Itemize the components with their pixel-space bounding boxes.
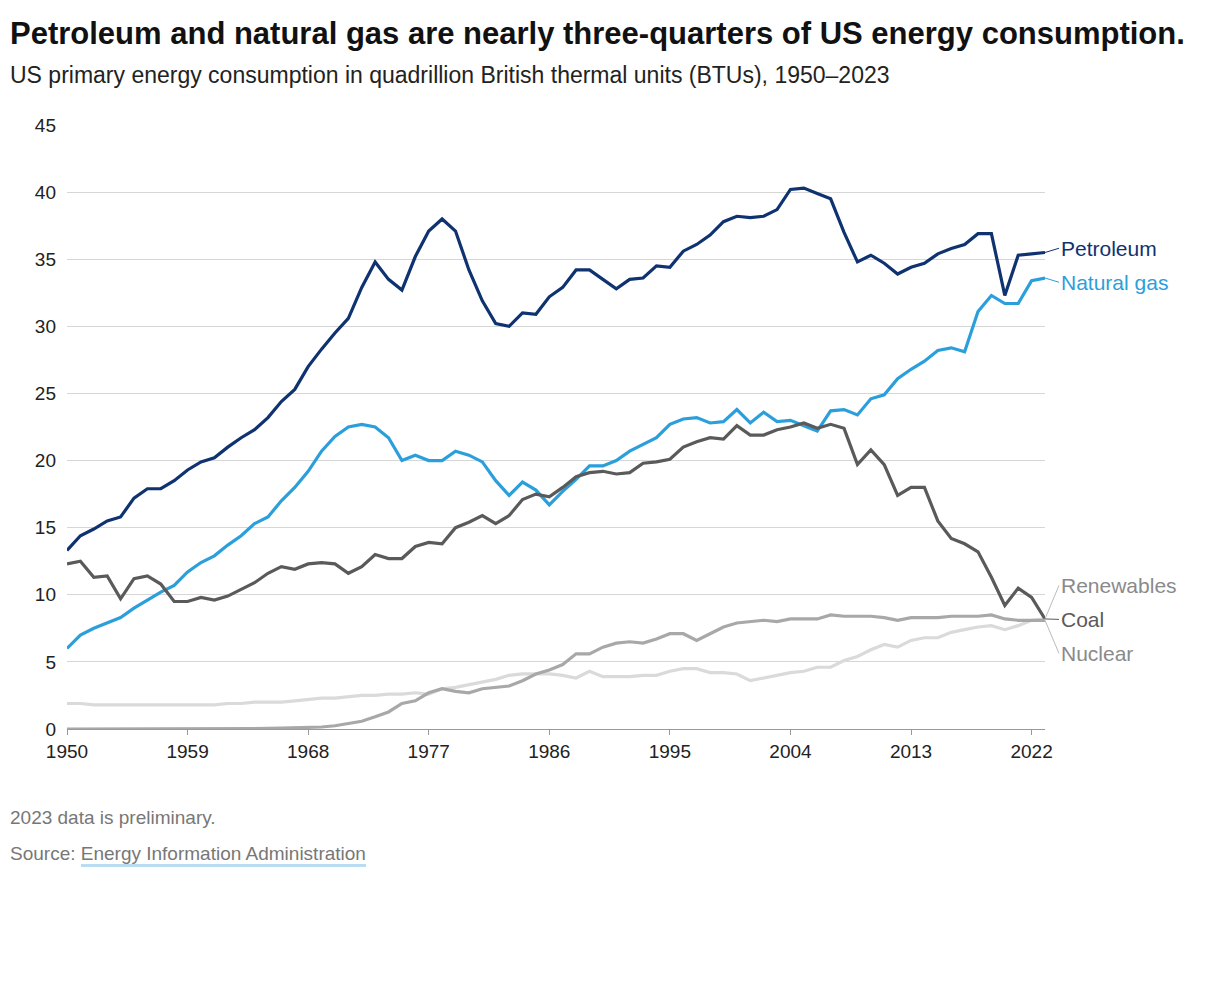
- svg-text:5: 5: [45, 652, 56, 673]
- html-text:US primary energy consumption: US primary energy consumption in quadril…: [10, 62, 890, 89]
- svg-text:1986: 1986: [528, 741, 570, 762]
- svg-text:Nuclear: Nuclear: [1061, 642, 1133, 665]
- html-text:2023 data is preliminary.: 2023 data is preliminary.: [10, 807, 216, 829]
- svg-text:1959: 1959: [166, 741, 208, 762]
- svg-text:1995: 1995: [649, 741, 691, 762]
- svg-text:40: 40: [35, 182, 56, 203]
- svg-text:1968: 1968: [287, 741, 329, 762]
- svg-text:Renewables: Renewables: [1061, 574, 1177, 597]
- svg-text:10: 10: [35, 585, 56, 606]
- svg-text:0: 0: [45, 719, 56, 740]
- svg-text:Petroleum: Petroleum: [1061, 237, 1157, 260]
- svg-text:15: 15: [35, 518, 56, 539]
- html-text:Petroleum and natural gas are: Petroleum and natural gas are nearly thr…: [10, 16, 1185, 51]
- svg-text:2013: 2013: [890, 741, 932, 762]
- svg-text:2004: 2004: [769, 741, 812, 762]
- svg-text:1977: 1977: [408, 741, 450, 762]
- svg-text:25: 25: [35, 383, 56, 404]
- svg-text:1950: 1950: [46, 741, 88, 762]
- svg-text:30: 30: [35, 316, 56, 337]
- svg-text:20: 20: [35, 451, 56, 472]
- svg-text:Coal: Coal: [1061, 608, 1104, 631]
- svg-text:45: 45: [35, 115, 56, 136]
- html-text:Source: Energy Information Adm: Source: Energy Information Administratio…: [10, 843, 366, 865]
- svg-text:Natural gas: Natural gas: [1061, 271, 1168, 294]
- svg-text:35: 35: [35, 249, 56, 270]
- svg-text:2022: 2022: [1010, 741, 1052, 762]
